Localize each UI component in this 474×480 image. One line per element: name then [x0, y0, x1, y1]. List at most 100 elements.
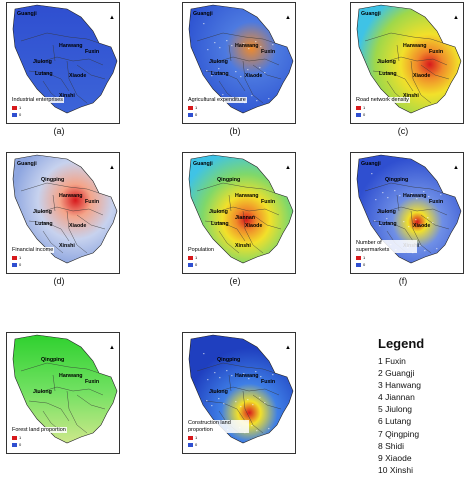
township-label: Qingping — [217, 357, 240, 363]
township-boundary — [20, 32, 100, 44]
township-boundary — [364, 32, 444, 44]
township-boundary — [380, 56, 448, 66]
north-arrow-icon: ▲ — [453, 15, 459, 21]
speckle — [240, 406, 242, 408]
mini-legend-low-swatch — [356, 113, 361, 117]
township-boundary — [372, 220, 414, 242]
township-boundary — [204, 220, 246, 242]
township-boundary — [66, 60, 88, 104]
township-boundary — [252, 394, 282, 410]
mini-legend-low-swatch — [12, 443, 17, 447]
speckle — [203, 353, 205, 355]
township-label: Fuxin — [261, 199, 275, 205]
speckle — [255, 41, 257, 43]
township-boundary — [20, 182, 100, 194]
speckle — [272, 44, 274, 46]
legend-item: 7 Qingping — [378, 428, 420, 439]
township-label: Jiulong — [377, 209, 396, 215]
speckle — [423, 191, 425, 193]
mini-legend-low: 0 — [195, 262, 198, 267]
speckle — [218, 398, 220, 400]
speckle — [416, 198, 418, 200]
township-boundary — [196, 32, 276, 44]
speckle — [247, 69, 249, 71]
speckle — [408, 226, 410, 228]
township-label: Jiulong — [209, 59, 228, 65]
mini-legend: 1 0 — [11, 255, 37, 269]
legend-item: 5 Jiulong — [378, 404, 413, 415]
speckle — [260, 376, 262, 378]
township-boundary — [242, 390, 264, 434]
speckle — [211, 75, 213, 77]
map-panel-h: Qingping Hanwang Fuxin Jiulong 1 0 ▲ Construct… — [176, 330, 296, 480]
township-boundary — [396, 194, 400, 212]
speckle — [231, 375, 233, 377]
mini-legend-high: 1 — [19, 255, 22, 260]
township-boundary — [52, 374, 56, 392]
township-boundary — [76, 214, 106, 230]
map-title: Forest land proportion — [11, 426, 67, 433]
legend-list: 1 Fuxin 2 Guangji 3 Hanwang 4 Jiannan 5 Jiul… — [352, 355, 470, 476]
township-boundary — [228, 374, 232, 392]
speckle — [386, 218, 388, 220]
township-label: Guangji — [17, 11, 37, 17]
township-boundary — [218, 230, 240, 254]
speckle — [214, 372, 216, 374]
township-label: Jiulong — [209, 389, 228, 395]
speckle — [255, 371, 257, 373]
panel-caption: (a) — [53, 126, 65, 136]
township-boundary — [396, 44, 400, 62]
speckle — [371, 173, 373, 175]
township-label: Jiulong — [33, 209, 52, 215]
mini-legend: 1 0 — [187, 255, 213, 269]
mini-legend-high-swatch — [356, 256, 361, 260]
legend-item: 1 Fuxin — [378, 356, 406, 366]
speckle — [206, 70, 208, 72]
speckle — [226, 40, 228, 42]
township-label: Jiulong — [33, 59, 52, 65]
township-label: Lutang — [379, 71, 397, 77]
north-arrow-icon: ▲ — [285, 15, 291, 21]
mini-legend: 1 0 — [187, 105, 213, 119]
township-label: Jiulong — [33, 389, 52, 395]
township-label: Guangji — [361, 11, 381, 17]
legend-item: 2 Guangji — [378, 368, 415, 379]
speckle — [415, 219, 417, 221]
mini-legend-low-swatch — [12, 113, 17, 117]
mini-legend-high: 1 — [195, 435, 198, 440]
township-boundary — [228, 44, 232, 62]
mini-legend-high-swatch — [12, 256, 17, 260]
mini-legend-low: 0 — [19, 112, 22, 117]
township-label: Jiulong — [209, 209, 228, 215]
map-panel-d: Qingping Hanwang Fuxin Jiulong Guangji Lutang… — [0, 150, 120, 300]
speckle — [223, 73, 225, 75]
township-boundary — [410, 210, 432, 254]
speckle — [260, 46, 262, 48]
township-label: Qingping — [385, 177, 408, 183]
mini-legend-low: 0 — [195, 442, 198, 447]
mini-legend-high-swatch — [188, 256, 193, 260]
speckle — [248, 48, 250, 50]
township-label: Xiaode — [245, 223, 262, 229]
speckle — [207, 379, 209, 381]
township-boundary — [52, 194, 56, 212]
map-panel-f: Qingping Hanwang Fuxin Jiulong Guangji Lutang… — [344, 150, 464, 300]
speckle — [427, 217, 429, 219]
speckle — [235, 71, 237, 73]
north-arrow-icon: ▲ — [285, 345, 291, 351]
mini-legend-high-swatch — [12, 436, 17, 440]
township-label: Xinshi — [235, 243, 251, 249]
mini-legend: 1 0 — [11, 105, 37, 119]
speckle — [419, 245, 421, 247]
mini-legend-low-swatch — [12, 263, 17, 267]
speckle — [252, 404, 254, 406]
township-boundary — [252, 64, 282, 80]
legend-item: 4 Jiannan — [378, 392, 415, 403]
speckle — [219, 377, 221, 379]
speckle — [432, 222, 434, 224]
map-frame: Guangji Hanwang Fuxin Jiulong Lutang Xiaode Xi… — [6, 2, 120, 124]
mini-legend-low-swatch — [188, 443, 193, 447]
township-boundary — [76, 394, 106, 410]
speckle — [214, 42, 216, 44]
